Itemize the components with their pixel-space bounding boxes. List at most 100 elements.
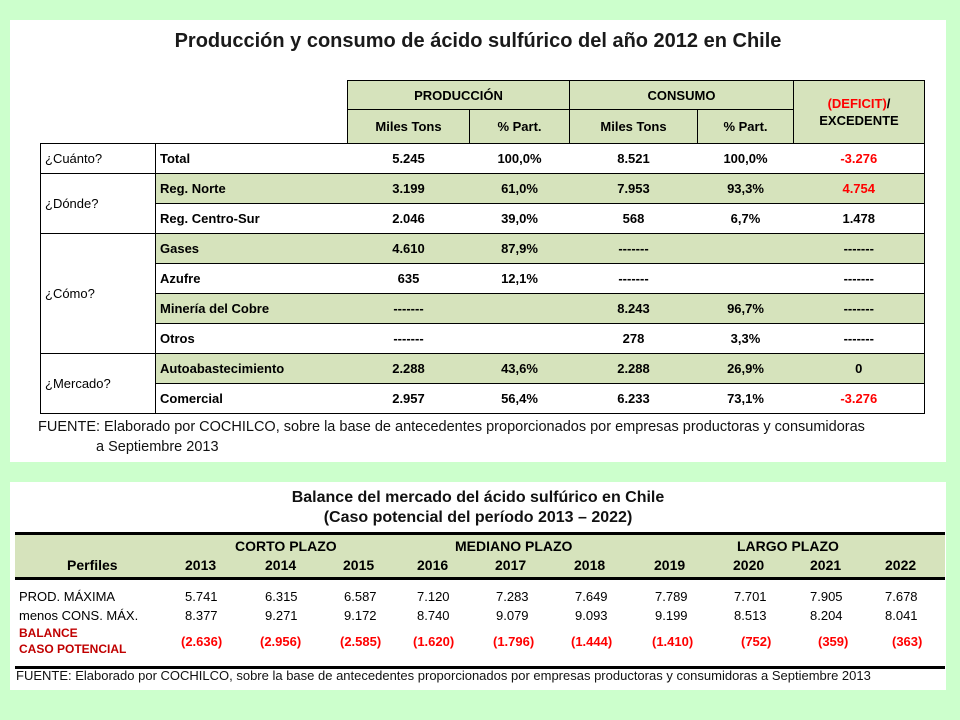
- value-cell: 8.041: [885, 608, 918, 623]
- header-prod-pct: % Part.: [469, 109, 570, 144]
- value-cell: 8.377: [185, 608, 218, 623]
- value-cell: 8.740: [417, 608, 450, 623]
- header-produccion: PRODUCCIÓN: [347, 80, 570, 110]
- row-label: Total: [160, 150, 191, 166]
- cell-cons-pct: [698, 263, 794, 293]
- year-2013: 2013: [185, 557, 217, 573]
- table2-title: Balance del mercado del ácido sulfúrico …: [10, 488, 946, 528]
- year-2014: 2014: [265, 557, 297, 573]
- header-cons-pct: % Part.: [697, 109, 794, 144]
- value-cell: 7.905: [810, 589, 843, 604]
- cell-cons-miles: -------: [618, 270, 649, 286]
- cell-prod-miles: -------: [393, 300, 424, 316]
- cell-prod-pct: 87,9%: [501, 240, 538, 256]
- table2-header: CORTO PLAZO MEDIANO PLAZO LARGO PLAZO Pe…: [15, 535, 945, 580]
- group-mercado: ¿Mercado?: [40, 353, 156, 414]
- group-donde: ¿Dónde?: [40, 173, 156, 234]
- production-consumption-table: PRODUCCIÓN CONSUMO (DEFICIT)/ EXCEDENTE …: [40, 80, 925, 414]
- header-deficit-excedente: (DEFICIT)/ EXCEDENTE: [793, 80, 925, 144]
- excedente-label: EXCEDENTE: [819, 112, 899, 128]
- row-label: Azufre: [160, 270, 201, 286]
- cell-balance: -------: [793, 233, 925, 263]
- cell-prod-miles: 2.957: [392, 390, 425, 406]
- cell-balance: -3.276: [793, 143, 925, 173]
- balance-cell: (363): [892, 634, 923, 649]
- cell-cons-miles: -------: [618, 240, 649, 256]
- balance-label-1: BALANCE: [19, 626, 78, 640]
- cell-cons-pct: 93,3%: [727, 180, 764, 196]
- period-largo: LARGO PLAZO: [737, 538, 839, 554]
- cell-prod-miles: 5.245: [392, 150, 425, 166]
- cell-prod-miles: 2.288: [392, 360, 425, 376]
- production-consumption-panel: Producción y consumo de ácido sulfúrico …: [10, 20, 946, 462]
- table1-source: FUENTE: Elaborado por COCHILCO, sobre la…: [38, 417, 865, 457]
- value-cell: 9.079: [496, 608, 529, 623]
- cell-prod-pct: 12,1%: [501, 270, 538, 286]
- market-balance-panel: Balance del mercado del ácido sulfúrico …: [10, 482, 946, 690]
- cell-cons-pct: 3,3%: [730, 330, 761, 346]
- cell-cons-miles: 2.288: [617, 360, 650, 376]
- row-label: Autoabastecimiento: [160, 360, 285, 376]
- year-2015: 2015: [343, 557, 375, 573]
- cell-cons-miles: 278: [622, 330, 645, 346]
- balance-cell: (2.636): [181, 634, 223, 649]
- balance-cell: (2.585): [340, 634, 382, 649]
- cell-prod-pct: 56,4%: [501, 390, 538, 406]
- period-mediano: MEDIANO PLAZO: [455, 538, 573, 554]
- balance-cell: (359): [818, 634, 849, 649]
- cell-balance: -------: [793, 323, 925, 353]
- cell-prod-pct: 39,0%: [501, 210, 538, 226]
- value-cell: 5.741: [185, 589, 218, 604]
- balance-cell: (1.796): [493, 634, 535, 649]
- year-2017: 2017: [495, 557, 527, 573]
- value-cell: 8.204: [810, 608, 843, 623]
- row-label: Reg. Centro-Sur: [160, 210, 260, 226]
- cell-prod-miles: 2.046: [392, 210, 425, 226]
- cell-cons-pct: [698, 233, 794, 263]
- value-cell: 7.120: [417, 589, 450, 604]
- table1-title: Producción y consumo de ácido sulfúrico …: [174, 30, 782, 52]
- row-label: Reg. Norte: [160, 180, 226, 196]
- balance-cell: (1.620): [413, 634, 455, 649]
- row-label: Otros: [160, 330, 195, 346]
- cell-cons-pct: 73,1%: [727, 390, 764, 406]
- cell-balance: 4.754: [793, 173, 925, 203]
- year-2021: 2021: [810, 557, 842, 573]
- value-cell: 7.283: [496, 589, 529, 604]
- table2-source: FUENTE: Elaborado por COCHILCO, sobre la…: [16, 668, 871, 683]
- cell-prod-pct: 61,0%: [501, 180, 538, 196]
- balance-cell: (1.410): [652, 634, 694, 649]
- balance-cell: (752): [741, 634, 772, 649]
- cell-prod-pct: 43,6%: [501, 360, 538, 376]
- value-cell: 9.271: [265, 608, 298, 623]
- value-cell: 9.172: [344, 608, 377, 623]
- cell-prod-pct: [470, 323, 570, 353]
- table2-title-line2: (Caso potencial del período 2013 – 2022): [323, 509, 633, 526]
- cell-prod-miles: 3.199: [392, 180, 425, 196]
- cell-balance: -------: [793, 263, 925, 293]
- cell-cons-miles: 8.521: [617, 150, 650, 166]
- row-label: Minería del Cobre: [160, 300, 270, 316]
- period-corto: CORTO PLAZO: [235, 538, 337, 554]
- value-cell: 8.513: [734, 608, 767, 623]
- value-cell: 6.315: [265, 589, 298, 604]
- balance-label-2: CASO POTENCIAL: [19, 642, 127, 656]
- cell-cons-pct: 100,0%: [723, 150, 768, 166]
- cell-cons-pct: 96,7%: [727, 300, 764, 316]
- deficit-slash: /: [886, 95, 891, 111]
- year-2020: 2020: [733, 557, 765, 573]
- cell-prod-pct: [470, 293, 570, 323]
- header-prod-miles: Miles Tons: [347, 109, 470, 144]
- value-cell: 9.093: [575, 608, 608, 623]
- year-2019: 2019: [654, 557, 686, 573]
- source-line-1: FUENTE: Elaborado por COCHILCO, sobre la…: [38, 419, 865, 435]
- value-cell: 6.587: [344, 589, 377, 604]
- cell-prod-miles: 4.610: [392, 240, 425, 256]
- balance-cell: (2.956): [260, 634, 302, 649]
- cell-balance: 1.478: [793, 203, 925, 233]
- year-2016: 2016: [417, 557, 449, 573]
- table2-title-line1: Balance del mercado del ácido sulfúrico …: [291, 489, 665, 506]
- value-cell: 7.701: [734, 589, 767, 604]
- cell-cons-miles: 8.243: [617, 300, 650, 316]
- cell-balance: -3.276: [793, 383, 925, 413]
